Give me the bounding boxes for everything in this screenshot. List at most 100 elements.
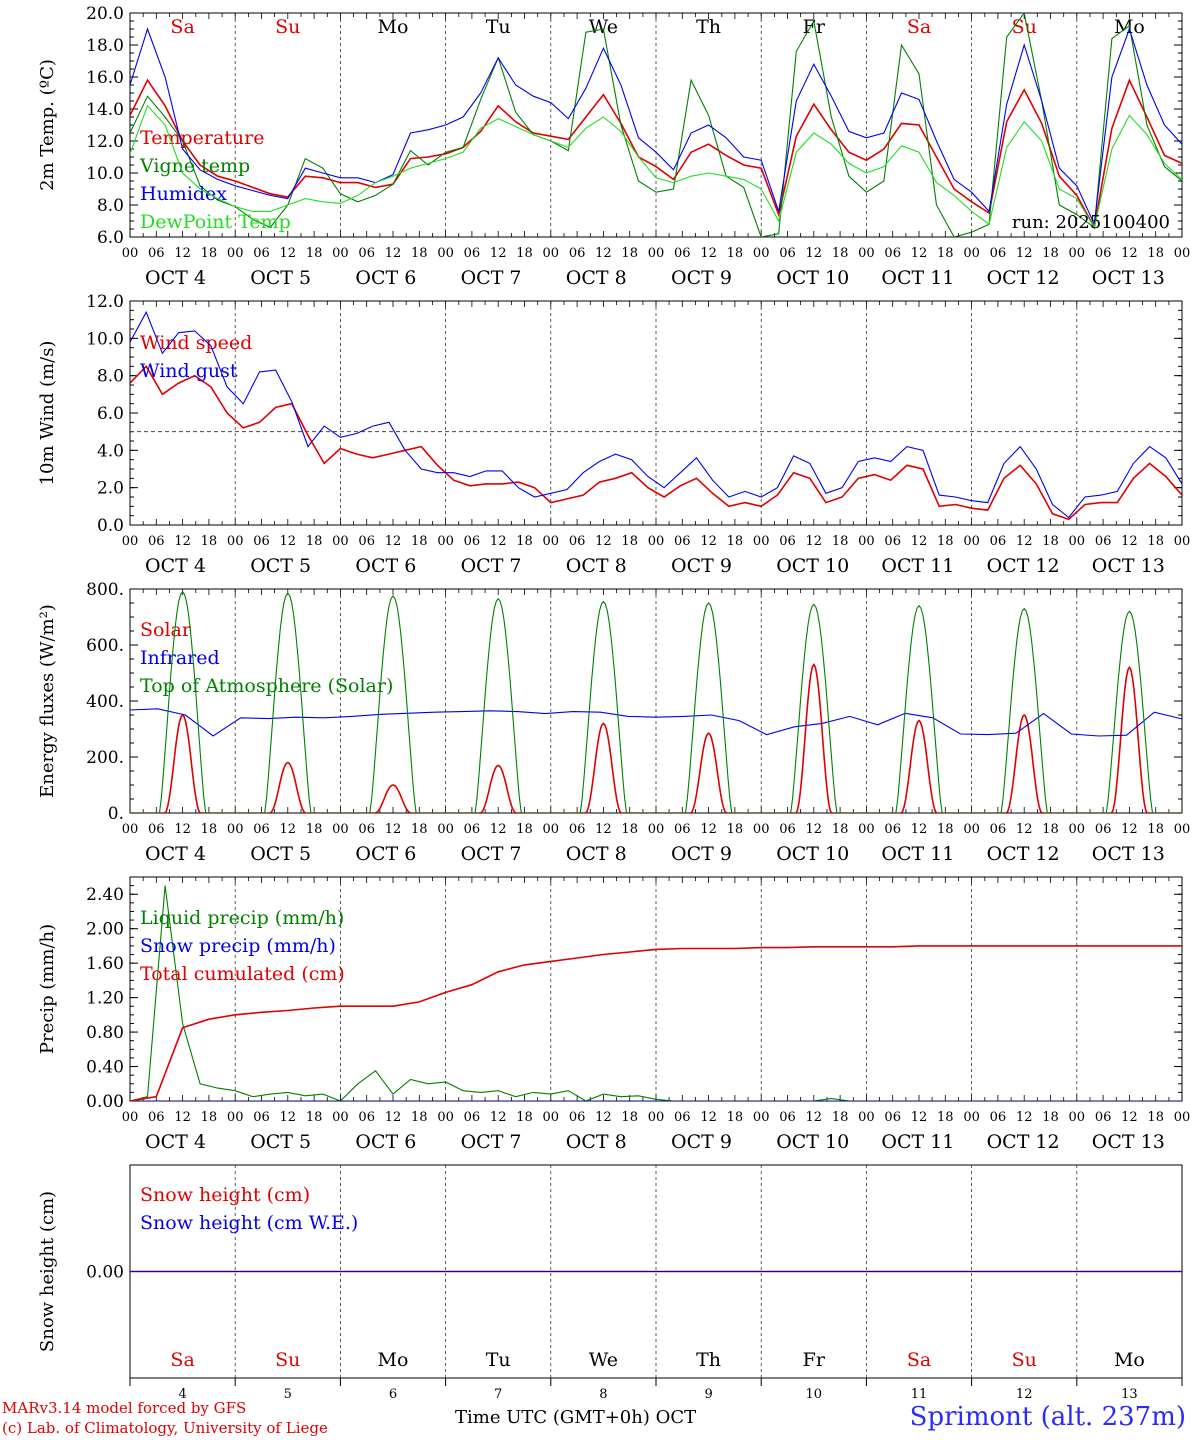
- x-tick-label: 06: [779, 246, 796, 261]
- x-tick-label: 18: [727, 1110, 744, 1125]
- y-tick-label: 6.0: [97, 404, 124, 424]
- y-tick-label: 10.0: [86, 329, 124, 349]
- x-tick-label: 18: [411, 1110, 428, 1125]
- date-label: OCT 10: [776, 1131, 849, 1153]
- x-tick-label: 18: [1042, 822, 1059, 837]
- x-tick-label: 18: [937, 1110, 954, 1125]
- day-number-label: 13: [1121, 1387, 1138, 1402]
- legend-entry: Temperature: [140, 127, 264, 149]
- y-tick-label: 12.0: [86, 292, 124, 312]
- series-line-wind-gust: [130, 310, 1182, 519]
- x-tick-label: 00: [858, 1110, 875, 1125]
- x-tick-label: 06: [253, 822, 270, 837]
- hour-ticks: [129, 13, 1183, 237]
- weekday-label: Sa: [907, 1349, 931, 1371]
- weekday-label: Su: [1012, 1349, 1037, 1371]
- day-number-label: 5: [284, 1387, 292, 1402]
- date-label: OCT 5: [250, 555, 311, 577]
- x-tick-label: 06: [990, 822, 1007, 837]
- x-tick-label: 18: [1042, 246, 1059, 261]
- x-tick-label: 00: [648, 534, 665, 549]
- x-tick-label: 18: [516, 246, 533, 261]
- x-tick-label: 06: [464, 534, 481, 549]
- x-tick-label: 12: [700, 1110, 717, 1125]
- day-number-label: 6: [389, 1387, 397, 1402]
- x-tick-label: 18: [411, 246, 428, 261]
- panel-wind: 0.0 2.0 4.0 6.0 8.0 10.0 12.0 10m Wind (m/s) 00 0…: [37, 292, 1190, 577]
- x-tick-label: 12: [280, 246, 297, 261]
- x-tick-label: 18: [306, 246, 323, 261]
- x-tick-label: 18: [1147, 246, 1164, 261]
- date-label: OCT 4: [145, 1131, 206, 1153]
- date-label: OCT 10: [776, 267, 849, 289]
- series-line-humidex: [130, 27, 1182, 227]
- x-tick-label: 06: [253, 246, 270, 261]
- x-tick-label: 00: [332, 1110, 349, 1125]
- x-tick-label: 00: [437, 534, 454, 549]
- x-tick-label: 06: [253, 534, 270, 549]
- x-tick-label: 12: [595, 246, 612, 261]
- x-tick-label: 12: [1016, 1110, 1033, 1125]
- x-tick-label: 06: [569, 1110, 586, 1125]
- day-number-label: 10: [806, 1387, 823, 1402]
- weekday-label: Fr: [803, 1349, 826, 1371]
- x-tick-label: 00: [1174, 534, 1191, 549]
- x-tick-label: 06: [148, 534, 165, 549]
- x-tick-label: 12: [595, 1110, 612, 1125]
- x-tick-label: 18: [306, 534, 323, 549]
- x-tick-label: 00: [963, 822, 980, 837]
- x-tick-label: 06: [569, 246, 586, 261]
- date-label: OCT 8: [566, 843, 627, 865]
- y-tick-label: 0.00: [86, 1263, 124, 1283]
- date-label: OCT 8: [566, 555, 627, 577]
- weekday-label: Sa: [907, 16, 931, 38]
- x-tick-label: 06: [779, 822, 796, 837]
- x-tick-label: 06: [148, 1110, 165, 1125]
- day-number-label: 8: [599, 1387, 607, 1402]
- series-line-wind-speed: [130, 364, 1182, 521]
- day-number-label: 4: [178, 1387, 186, 1402]
- x-tick-label: 12: [174, 246, 191, 261]
- date-label: OCT 12: [987, 1131, 1060, 1153]
- model-credit: MARv3.14 model forced by GFS: [2, 1399, 247, 1417]
- y-tick-label: 400.: [86, 692, 124, 712]
- x-tick-label: 18: [832, 246, 849, 261]
- y-axis-title: Energy fluxes (W/m²): [37, 604, 58, 798]
- y-tick-label: 0.0: [97, 516, 124, 536]
- legend-entry: Top of Atmosphere (Solar): [140, 675, 393, 697]
- date-label: OCT 10: [776, 555, 849, 577]
- day-number-label: 7: [494, 1387, 502, 1402]
- x-tick-label: 00: [332, 246, 349, 261]
- y-tick-label: 18.0: [86, 36, 124, 56]
- date-label: OCT 7: [461, 555, 522, 577]
- weekday-label: Su: [1012, 16, 1037, 38]
- x-tick-label: 18: [937, 246, 954, 261]
- x-tick-label: 12: [806, 1110, 823, 1125]
- x-tick-label: 12: [1016, 246, 1033, 261]
- x-tick-label: 18: [727, 822, 744, 837]
- series-line-top-of-atmosphere-solar-: [130, 590, 1182, 813]
- date-label: OCT 7: [461, 843, 522, 865]
- day-number-label: 9: [704, 1387, 712, 1402]
- x-tick-label: 00: [437, 822, 454, 837]
- day-number-label: 12: [1016, 1387, 1033, 1402]
- x-tick-label: 06: [674, 246, 691, 261]
- x-tick-label: 00: [753, 822, 770, 837]
- x-tick-label: 18: [1147, 822, 1164, 837]
- x-tick-label: 12: [700, 534, 717, 549]
- x-tick-label: 18: [937, 822, 954, 837]
- x-tick-label: 18: [621, 1110, 638, 1125]
- weekday-label: We: [589, 1349, 618, 1371]
- x-tick-label: 18: [516, 1110, 533, 1125]
- legend-entry: Infrared: [140, 647, 220, 669]
- x-tick-label: 00: [437, 1110, 454, 1125]
- plot-frame: [129, 300, 1183, 526]
- x-tick-label: 00: [858, 534, 875, 549]
- x-tick-label: 12: [911, 534, 928, 549]
- panel-snow: 0.00 Snow height (cm) Sa Su Mo Tu We Th Fr Sa Su Mo…: [37, 1164, 1183, 1402]
- x-tick-label: 12: [385, 1110, 402, 1125]
- x-tick-label: 00: [332, 822, 349, 837]
- x-tick-label: 12: [385, 246, 402, 261]
- x-tick-label: 00: [1069, 246, 1086, 261]
- weekday-label: Mo: [378, 16, 409, 38]
